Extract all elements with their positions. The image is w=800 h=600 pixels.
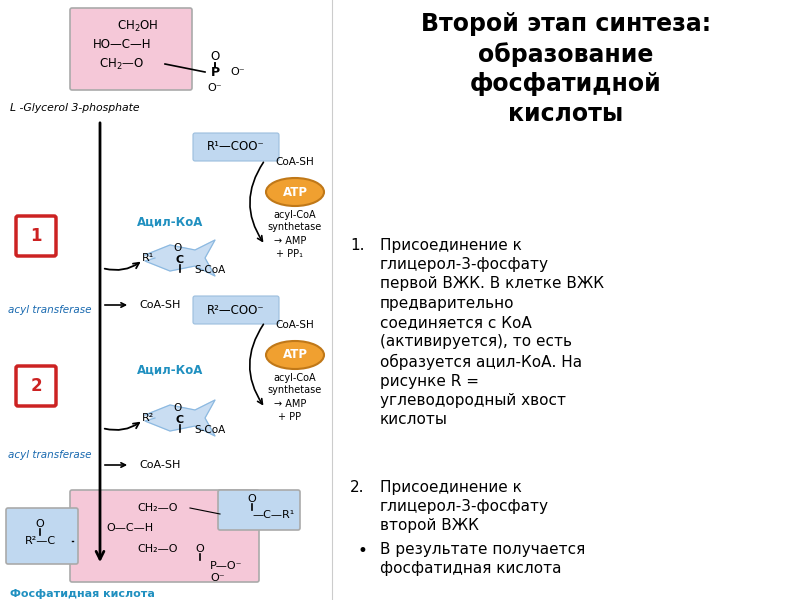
Text: S-CoA: S-CoA [194,265,226,275]
Text: ATP: ATP [282,349,307,361]
Text: + PP₁: + PP₁ [277,249,303,259]
Text: HO—C—H: HO—C—H [93,38,151,52]
Text: O: O [248,494,256,504]
Text: O: O [210,49,220,62]
Text: → AMP: → AMP [274,399,306,409]
Text: Второй этап синтеза:
образование
фосфатидной
кислоты: Второй этап синтеза: образование фосфати… [421,12,711,126]
Text: Ацил-КоА: Ацил-КоА [137,215,203,229]
FancyBboxPatch shape [16,216,56,256]
FancyBboxPatch shape [193,296,279,324]
Text: O: O [196,544,204,554]
Text: CoA-SH: CoA-SH [276,157,314,167]
FancyBboxPatch shape [6,508,78,564]
Text: CoA-SH: CoA-SH [276,320,314,330]
Text: synthetase: synthetase [268,222,322,232]
Text: → AMP: → AMP [274,236,306,246]
Text: O⁻: O⁻ [210,573,225,583]
Text: ATP: ATP [282,185,307,199]
Text: R²: R² [142,413,154,423]
Text: 1.: 1. [350,238,365,253]
Text: CoA-SH: CoA-SH [139,460,181,470]
Text: —C—R¹: —C—R¹ [252,510,294,520]
Polygon shape [145,240,215,276]
Text: 2: 2 [30,377,42,395]
Text: O⁻: O⁻ [208,83,222,93]
Text: R¹: R¹ [142,253,154,263]
Text: C: C [176,415,184,425]
Text: CoA-SH: CoA-SH [139,300,181,310]
Text: O: O [174,403,182,413]
Text: Присоединение к
глицерол-3-фосфату
второй ВЖК: Присоединение к глицерол-3-фосфату второ… [380,480,549,533]
Text: acyl transferase: acyl transferase [8,305,91,315]
Text: 1: 1 [30,227,42,245]
Text: CH$_2$OH: CH$_2$OH [117,19,159,34]
Text: P—O⁻: P—O⁻ [210,561,242,571]
Text: CH$_2$—O: CH$_2$—O [99,56,145,71]
Text: Присоединение к
глицерол-3-фосфату
первой ВЖК. В клетке ВЖК
предварительно
соеди: Присоединение к глицерол-3-фосфату перво… [380,238,604,427]
Text: •: • [358,542,368,560]
Text: S-CoA: S-CoA [194,425,226,435]
Text: R²—COO⁻: R²—COO⁻ [207,304,265,317]
Text: O: O [174,243,182,253]
Text: L -Glycerol 3-phosphate: L -Glycerol 3-phosphate [10,103,140,113]
Text: O: O [36,519,44,529]
Text: P: P [210,65,219,79]
Text: CH₂—O: CH₂—O [138,503,178,513]
Text: R²—C: R²—C [25,536,55,546]
Text: acyl transferase: acyl transferase [8,450,91,460]
Text: O⁻: O⁻ [230,67,246,77]
Text: В результате получается
фосфатидная кислота: В результате получается фосфатидная кисл… [380,542,586,576]
Text: O—C—H: O—C—H [106,523,154,533]
Ellipse shape [266,178,324,206]
FancyBboxPatch shape [70,490,259,582]
Text: 2.: 2. [350,480,365,495]
Polygon shape [145,400,215,436]
Text: R¹—COO⁻: R¹—COO⁻ [207,140,265,154]
Text: + PP: + PP [278,412,302,422]
FancyBboxPatch shape [193,133,279,161]
Text: acyl-CoA: acyl-CoA [274,210,316,220]
FancyBboxPatch shape [70,8,192,90]
FancyBboxPatch shape [16,366,56,406]
Text: Фосфатидная кислота: Фосфатидная кислота [10,589,155,599]
Text: CH₂—O: CH₂—O [138,544,178,554]
FancyBboxPatch shape [218,490,300,530]
Ellipse shape [266,341,324,369]
Text: Ацил-КоА: Ацил-КоА [137,364,203,377]
Text: C: C [176,255,184,265]
Text: acyl-CoA: acyl-CoA [274,373,316,383]
Text: synthetase: synthetase [268,385,322,395]
